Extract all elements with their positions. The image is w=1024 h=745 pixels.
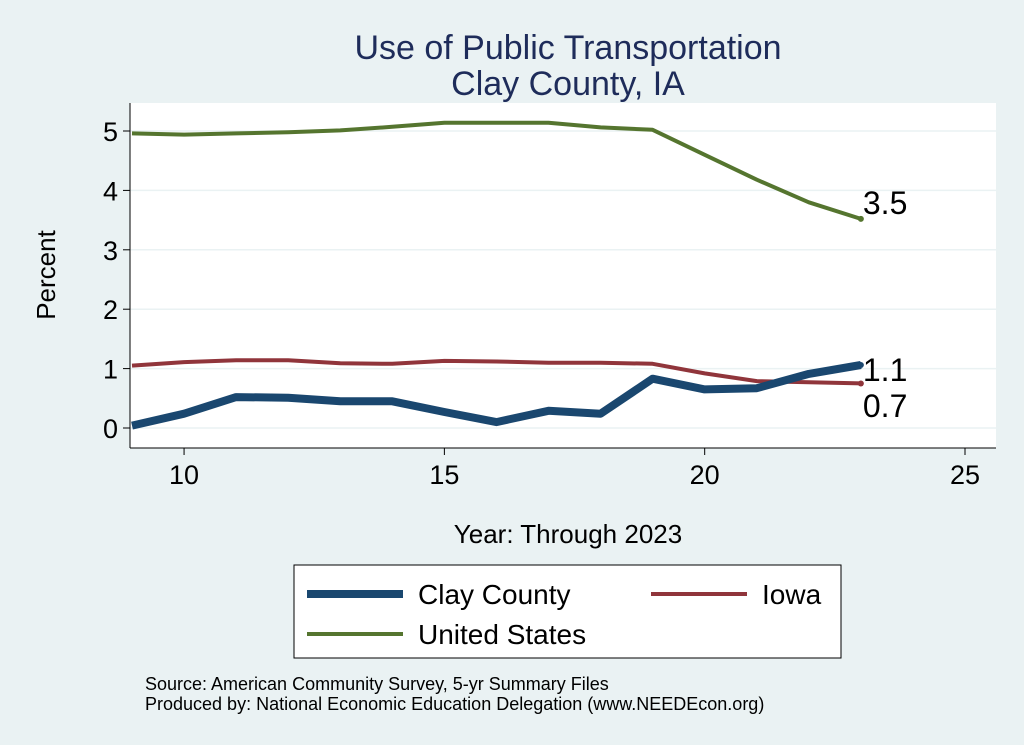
y-tick-label: 4 — [103, 176, 118, 206]
end-labels: 1.10.7 3.5 — [857, 185, 907, 424]
y-axis-ticks: 0 1 2 3 4 5 — [103, 117, 130, 444]
series-line-iowa — [131, 358, 861, 386]
legend-label: United States — [418, 619, 586, 650]
end-point — [857, 380, 864, 387]
y-tick-label: 1 — [103, 355, 118, 385]
plot-area — [130, 103, 996, 448]
source-line-2: Produced by: National Economic Education… — [145, 694, 764, 714]
source-line-1: Source: American Community Survey, 5-yr … — [145, 674, 609, 694]
y-tick-label: 5 — [103, 117, 118, 147]
gridlines — [130, 130, 996, 429]
series-line-clay-county — [131, 361, 862, 430]
end-value-label: 1.1 — [863, 352, 907, 388]
end-point — [857, 215, 864, 222]
y-tick-label: 0 — [103, 414, 118, 444]
legend-box — [293, 564, 842, 659]
chart-title: Use of Public Transportation — [354, 29, 781, 67]
y-axis-label: Percent — [31, 229, 61, 319]
x-tick-label: 20 — [690, 460, 720, 490]
x-tick-label: 10 — [169, 460, 199, 490]
end-value-label: 0.7 — [863, 388, 907, 424]
x-axis-ticks: 10 15 20 25 — [169, 448, 980, 490]
y-tick-label: 3 — [103, 236, 118, 266]
chart-subtitle: Clay County, IA — [451, 65, 685, 103]
end-value-label: 3.5 — [863, 185, 907, 221]
y-tick-label: 2 — [103, 295, 118, 325]
legend-label: Clay County — [418, 579, 571, 610]
x-tick-label: 15 — [429, 460, 459, 490]
x-tick-label: 25 — [950, 460, 980, 490]
legend-label: Iowa — [762, 579, 822, 610]
x-axis-label: Year: Through 2023 — [454, 519, 682, 549]
series-line-united-states — [131, 120, 862, 221]
series-lines — [131, 120, 862, 430]
legend: Clay County Iowa United States — [307, 579, 822, 650]
end-point — [857, 362, 864, 369]
